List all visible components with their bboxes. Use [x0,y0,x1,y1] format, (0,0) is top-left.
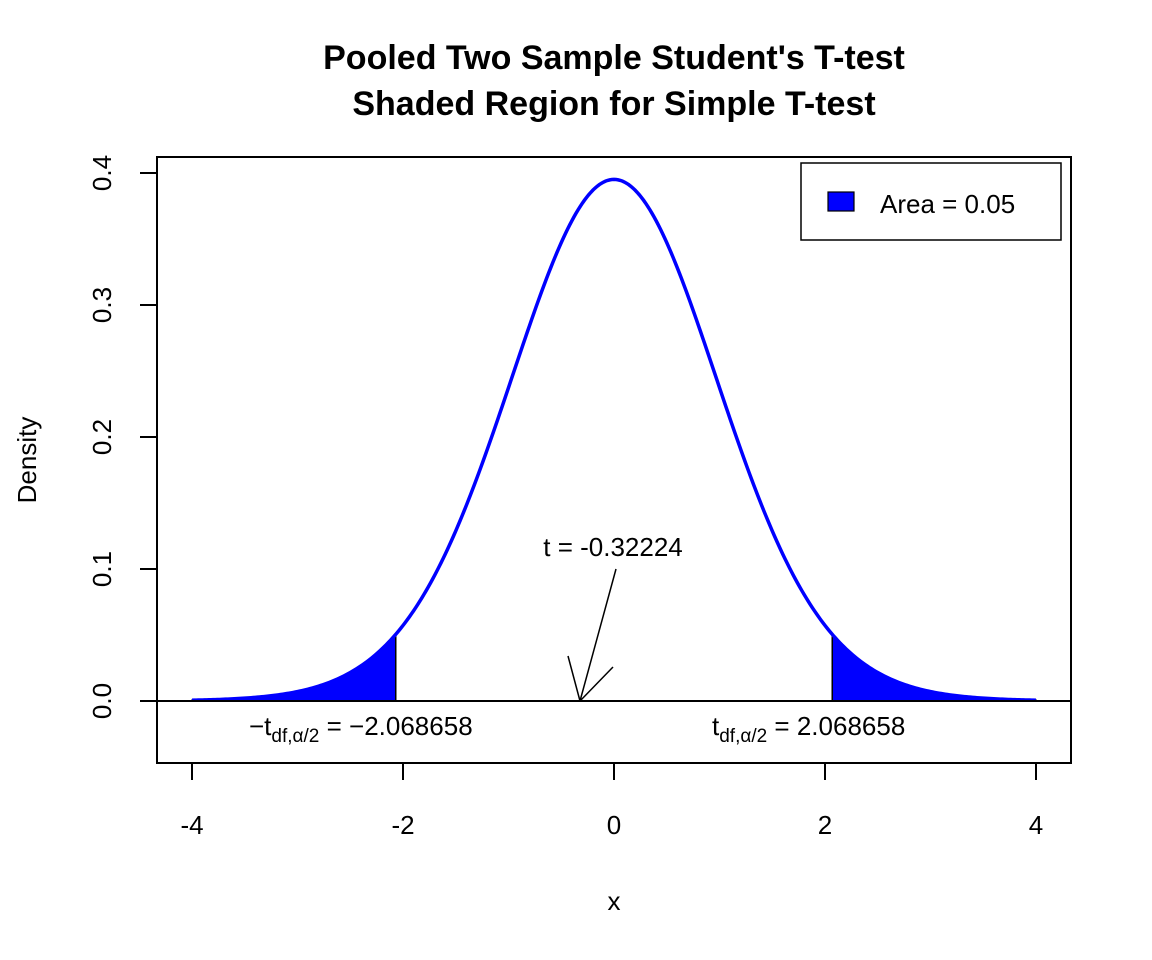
critical-left-value: = −2.068658 [319,711,472,741]
critical-value-left-label: −tdf,α/2 = −2.068658 [249,711,473,747]
legend: Area = 0.05 [800,162,1062,241]
annotation-arrow-shaft [579,568,617,702]
x-tick-label: 2 [818,810,832,840]
density-curve [191,177,1037,702]
x-axis-label: x [608,886,621,916]
annotation-group: t = -0.32224 [543,532,683,702]
shaded-regions [191,632,1037,702]
y-tick-label: 0.3 [87,287,117,323]
chart-subtitle: Shaded Region for Simple T-test [352,85,875,123]
critical-right-prefix: t [712,711,720,741]
axes: -4 -2 0 2 4 0.0 0.1 0.2 0.3 0.4 [87,155,1071,840]
y-axis-label: Density [12,417,42,504]
y-tick-label: 0.4 [87,155,117,191]
chart-title: Pooled Two Sample Student's T-test [323,39,905,77]
annotation-label: t = -0.32224 [543,532,683,562]
x-tick-label: -4 [180,810,203,840]
annotation-arrowhead-left [567,655,581,702]
density-curve-group [191,177,1037,702]
critical-right-value: = 2.068658 [767,711,905,741]
legend-label: Area = 0.05 [880,189,1015,219]
critical-left-subscript: df,α/2 [271,726,319,747]
critical-right-subscript: df,α/2 [719,726,767,747]
critical-left-prefix: −t [249,711,272,741]
y-tick-label: 0.0 [87,683,117,719]
legend-swatch [827,191,855,212]
x-tick-label: -2 [391,810,414,840]
plot-frame [156,156,1072,764]
y-tick-label: 0.1 [87,551,117,587]
annotation-arrowhead-right [579,666,614,702]
critical-value-right-label: tdf,α/2 = 2.068658 [712,711,905,747]
x-tick-label: 4 [1029,810,1043,840]
x-tick-label: 0 [607,810,621,840]
y-tick-label: 0.2 [87,419,117,455]
